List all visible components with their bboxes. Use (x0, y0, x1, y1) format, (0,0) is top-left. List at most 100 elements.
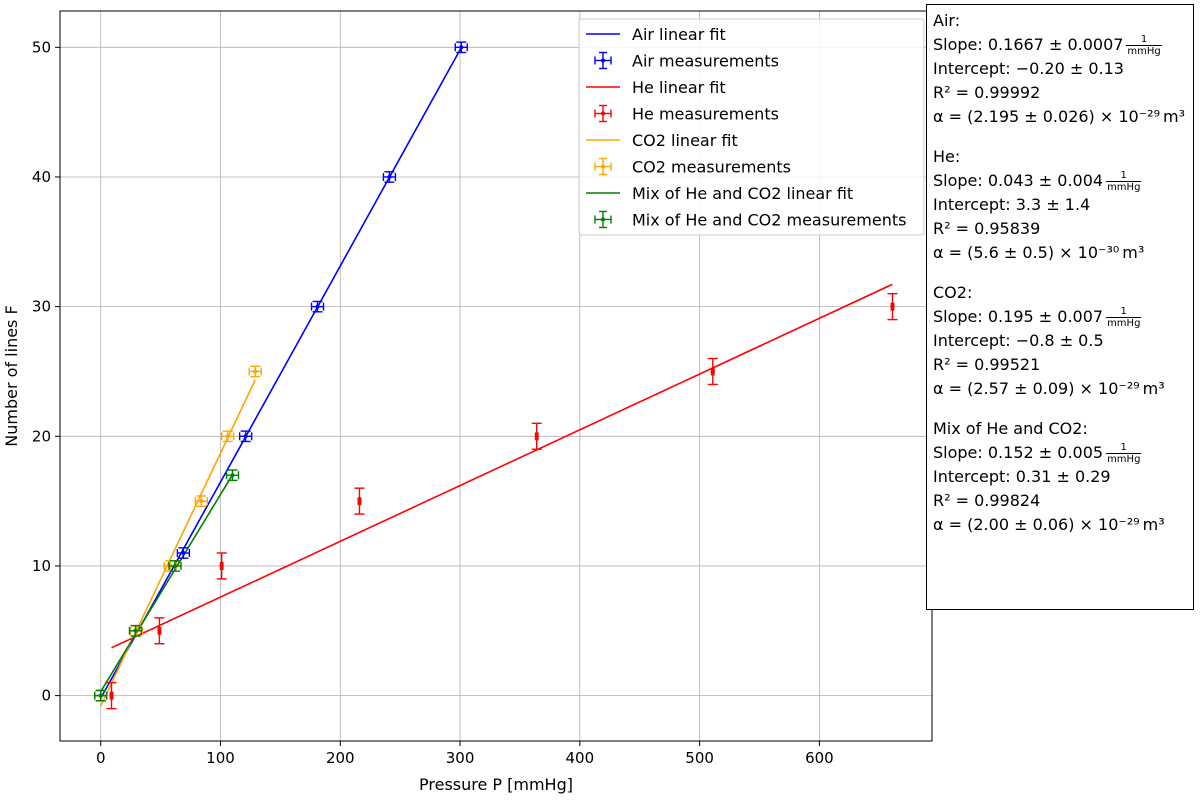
co2-legend-fit-label: CO2 linear fit (632, 131, 738, 150)
point-marker (181, 550, 186, 555)
stats-air-r2-label: R² = (933, 83, 975, 102)
stats-he-alpha-label: α = (933, 243, 968, 262)
stats-co2-slope-unit: 1 mmHg (1106, 306, 1142, 329)
point-marker (387, 174, 392, 179)
stats-mix-r2-label: R² = (933, 491, 975, 510)
he-measurement-point (531, 422, 542, 450)
he-measurement-point (354, 487, 365, 515)
co2-measurement-point (194, 495, 209, 508)
stats-mix-slope-label: Slope: (933, 443, 988, 462)
y-axis-label: Number of lines F (2, 305, 21, 446)
mix-fit-line (100, 474, 234, 693)
point-marker (98, 693, 103, 698)
y-tick-label: 50 (32, 38, 51, 56)
point-marker (219, 563, 224, 568)
stats-air-slope-value: 0.1667 ± 0.0007 (987, 35, 1124, 54)
legend-marker (601, 164, 605, 169)
point-marker (315, 304, 320, 309)
stats-co2-alpha-label: α = (933, 379, 968, 398)
stats-mix-title: Mix of He and CO2: (933, 419, 1088, 438)
stats-co2-slope-label: Slope: (933, 307, 988, 326)
point-marker (710, 369, 715, 374)
x-tick-label: 400 (566, 749, 595, 767)
he-measurement-point (707, 357, 718, 386)
stats-mix-alpha-value: (2.00 ± 0.06) × 10⁻²⁹ (967, 515, 1140, 534)
point-marker (890, 304, 895, 309)
point-marker (133, 628, 138, 633)
legend-marker (601, 217, 605, 222)
mix-measurement-point (225, 469, 240, 482)
stats-air-r2-value: 0.99992 (974, 83, 1041, 102)
co2-fit-line (100, 379, 256, 707)
he-measurement-point (887, 292, 898, 321)
stats-air-alpha-value: (2.195 ± 0.026) × 10⁻²⁹ (967, 107, 1161, 126)
point-marker (357, 499, 362, 504)
legend-marker (601, 111, 605, 116)
air-legend-measurement-swatch (594, 51, 612, 70)
stats-he-intercept-value: 3.3 ± 1.4 (1015, 195, 1091, 214)
air-legend-fit-label: Air linear fit (632, 25, 726, 44)
stats-mix-alpha-label: α = (933, 515, 968, 534)
stats-he-intercept-label: Intercept: (933, 195, 1016, 214)
point-marker (199, 499, 204, 504)
stats-mix-intercept-label: Intercept: (933, 467, 1016, 486)
stats-air-alpha-label: α = (933, 107, 968, 126)
fit-statistics-box: Air: Slope: 0.1667 ± 0.0007 1 mmHg Interce… (926, 4, 1194, 610)
mix-measurement-point (128, 624, 143, 637)
point-marker (253, 369, 258, 374)
mix-measurement-point (168, 560, 182, 572)
stats-co2-alpha-unit: m³ (1142, 379, 1165, 398)
stats-air-slope-label: Slope: (933, 35, 988, 54)
stats-he-r2-value: 0.95839 (974, 219, 1041, 238)
point-marker (243, 434, 248, 439)
he-legend-measurement-label: He measurements (632, 105, 779, 124)
stats-air-alpha-unit: m³ (1163, 107, 1186, 126)
stats-air-title: Air: (933, 11, 961, 30)
air-measurement-point (454, 41, 468, 54)
y-tick-label: 20 (32, 427, 51, 445)
stats-co2-intercept-value: −0.8 ± 0.5 (1015, 331, 1104, 350)
stats-air: Air: Slope: 0.1667 ± 0.0007 1 mmHg Interce… (933, 9, 1187, 129)
air-measurement-point (176, 547, 191, 559)
stats-air-intercept-value: −0.20 ± 0.13 (1015, 59, 1124, 78)
stats-mix-slope-value: 0.152 ± 0.005 (987, 443, 1104, 462)
x-tick-label: 500 (685, 749, 714, 767)
point-marker (225, 434, 230, 439)
legend: Air linear fit Air measurements He linear … (578, 18, 925, 236)
x-tick-label: 0 (96, 749, 106, 767)
stats-air-intercept-label: Intercept: (933, 59, 1016, 78)
air-measurement-point (238, 430, 253, 443)
y-tick-label: 10 (32, 557, 51, 575)
x-tick-label: 300 (446, 749, 475, 767)
mix-legend-measurement-label: Mix of He and CO2 measurements (632, 211, 906, 230)
stats-co2-intercept-label: Intercept: (933, 331, 1016, 350)
axis-ticks: 0 100 200 300 400 500 600 0 10 20 30 40 50 (32, 38, 834, 767)
stats-co2-slope-value: 0.195 ± 0.007 (987, 307, 1104, 326)
x-tick-label: 600 (805, 749, 834, 767)
he-measurement-point (106, 681, 117, 710)
stats-co2-title: CO2: (933, 283, 973, 302)
mix-measurement-point (94, 689, 108, 702)
he-fit-line (111, 283, 893, 649)
y-tick-label: 30 (32, 298, 51, 316)
stats-he-title: He: (933, 147, 961, 166)
co2-measurement-point (248, 365, 262, 378)
he-measurement-point (154, 617, 165, 645)
legend-frame (578, 18, 925, 236)
stats-air-slope-unit: 1 mmHg (1126, 34, 1162, 57)
air-measurement-point (382, 171, 397, 183)
y-tick-label: 0 (41, 687, 51, 705)
stats-he: He: Slope: 0.043 ± 0.004 1 mmHg Intercept:… (933, 145, 1187, 265)
legend-marker (601, 58, 605, 63)
stats-mix-alpha-unit: m³ (1142, 515, 1165, 534)
x-tick-label: 200 (326, 749, 355, 767)
point-marker (534, 434, 539, 439)
co2-measurement-point (221, 430, 235, 443)
stats-co2: CO2: Slope: 0.195 ± 0.007 1 mmHg Intercept… (933, 281, 1187, 401)
he-legend-measurement-swatch (594, 104, 612, 123)
mix-legend-measurement-swatch (594, 210, 612, 229)
stats-co2-alpha-value: (2.57 ± 0.09) × 10⁻²⁹ (967, 379, 1140, 398)
stats-he-slope-label: Slope: (933, 171, 988, 190)
stats-mix: Mix of He and CO2: Slope: 0.152 ± 0.005 1… (933, 417, 1187, 537)
